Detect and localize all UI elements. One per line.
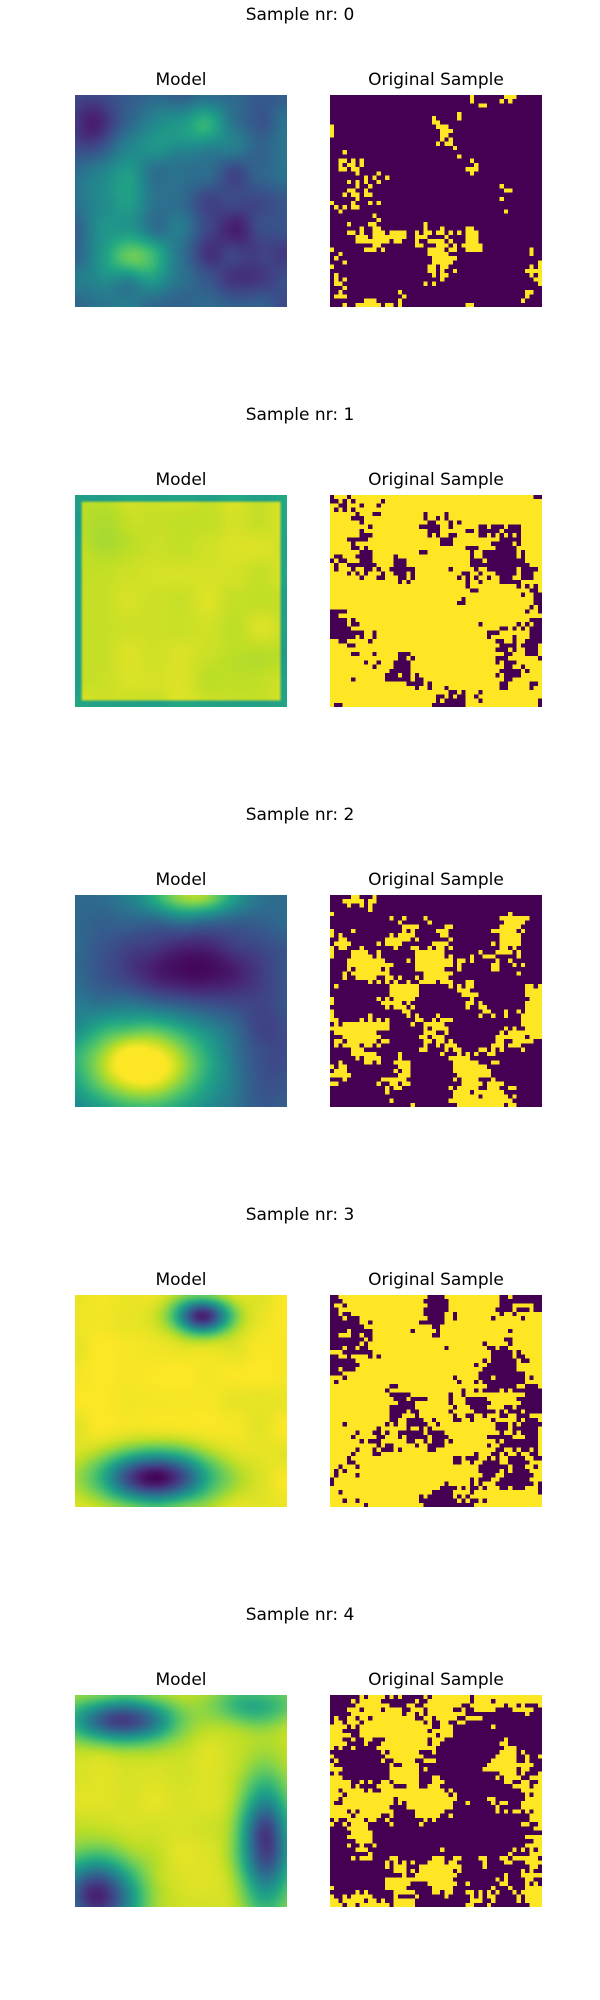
model-panel-title: Model (155, 1270, 207, 1290)
sample-title: Sample nr: 4 (245, 1605, 355, 1625)
original-image (330, 495, 542, 707)
original-image (330, 895, 542, 1107)
model-image (75, 95, 287, 307)
model-heatmap (75, 1295, 287, 1507)
model-panel-title: Model (155, 870, 207, 890)
original-pixel-map (330, 1295, 542, 1507)
original-pixel-map (330, 495, 542, 707)
model-panel-title: Model (155, 470, 207, 490)
original-panel-title: Original Sample (368, 470, 504, 490)
sample-title: Sample nr: 2 (245, 805, 355, 825)
model-image (75, 1295, 287, 1507)
original-panel-title: Original Sample (368, 1670, 504, 1690)
model-panel-title: Model (155, 1670, 207, 1690)
original-image (330, 1295, 542, 1507)
sample-title: Sample nr: 3 (245, 1205, 355, 1225)
sample-block-1: Sample nr: 1 Model Original Sample (0, 400, 600, 800)
sample-title: Sample nr: 1 (245, 405, 355, 425)
original-panel-title: Original Sample (368, 870, 504, 890)
original-image (330, 95, 542, 307)
model-heatmap (75, 495, 287, 707)
sample-title: Sample nr: 0 (245, 5, 355, 25)
sample-block-4: Sample nr: 4 Model Original Sample (0, 1600, 600, 2000)
model-image (75, 895, 287, 1107)
original-pixel-map (330, 95, 542, 307)
original-image (330, 1695, 542, 1907)
model-heatmap (75, 95, 287, 307)
sample-block-3: Sample nr: 3 Model Original Sample (0, 1200, 600, 1600)
sample-block-2: Sample nr: 2 Model Original Sample (0, 800, 600, 1200)
model-heatmap (75, 895, 287, 1107)
original-pixel-map (330, 1695, 542, 1907)
model-heatmap (75, 1695, 287, 1907)
model-panel-title: Model (155, 70, 207, 90)
model-image (75, 1695, 287, 1907)
sample-block-0: Sample nr: 0 Model Original Sample (0, 0, 600, 400)
original-panel-title: Original Sample (368, 70, 504, 90)
model-image (75, 495, 287, 707)
original-pixel-map (330, 895, 542, 1107)
original-panel-title: Original Sample (368, 1270, 504, 1290)
